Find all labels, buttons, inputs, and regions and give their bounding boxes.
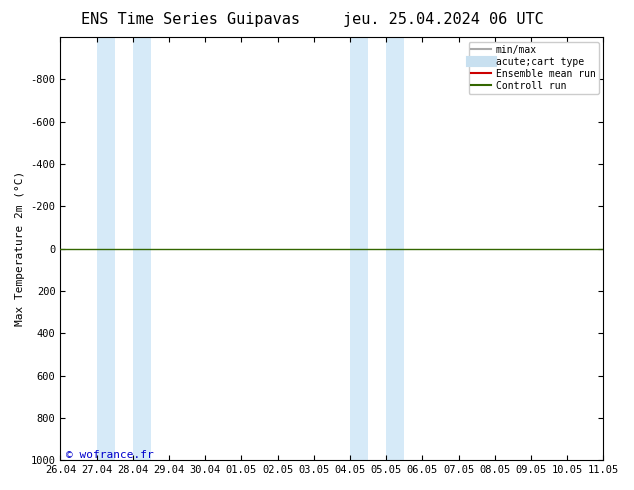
Text: jeu. 25.04.2024 06 UTC: jeu. 25.04.2024 06 UTC xyxy=(344,12,544,27)
Bar xyxy=(133,37,151,460)
Bar xyxy=(350,37,368,460)
Legend: min/max, acute;cart type, Ensemble mean run, Controll run: min/max, acute;cart type, Ensemble mean … xyxy=(469,42,598,94)
Bar xyxy=(96,37,115,460)
Bar xyxy=(386,37,404,460)
Text: ENS Time Series Guipavas: ENS Time Series Guipavas xyxy=(81,12,300,27)
Text: © wofrance.fr: © wofrance.fr xyxy=(66,450,153,460)
Y-axis label: Max Temperature 2m (°C): Max Temperature 2m (°C) xyxy=(15,171,25,326)
